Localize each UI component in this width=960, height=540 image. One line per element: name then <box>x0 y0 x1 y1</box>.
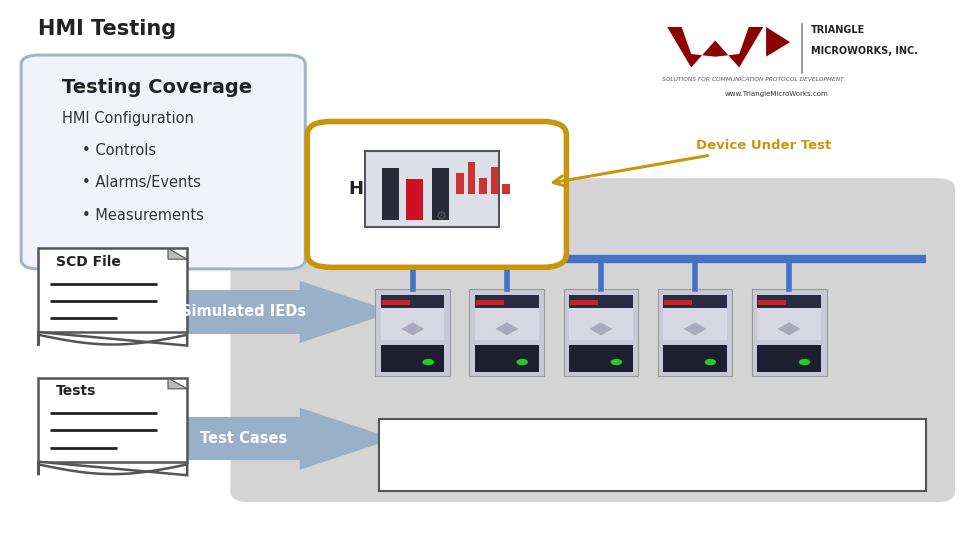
Polygon shape <box>684 322 707 335</box>
Bar <box>456 173 464 194</box>
Bar <box>663 308 727 340</box>
Bar <box>663 295 727 316</box>
Circle shape <box>705 359 716 365</box>
Bar <box>381 308 444 340</box>
Text: • Controls: • Controls <box>82 143 156 158</box>
Bar <box>757 295 821 316</box>
Polygon shape <box>38 332 187 346</box>
Circle shape <box>799 359 810 365</box>
Text: SCD File: SCD File <box>57 255 121 269</box>
Text: HMI Configuration: HMI Configuration <box>62 111 194 126</box>
Bar <box>569 308 633 340</box>
Bar <box>664 300 692 306</box>
Polygon shape <box>168 248 187 259</box>
Polygon shape <box>778 322 801 335</box>
Bar <box>758 300 786 306</box>
FancyBboxPatch shape <box>379 418 926 491</box>
FancyBboxPatch shape <box>375 288 450 376</box>
Bar <box>406 179 423 220</box>
Text: • Alarms/Events: • Alarms/Events <box>82 176 201 191</box>
Bar <box>569 295 633 316</box>
Bar <box>187 290 300 334</box>
Text: • Measurements: • Measurements <box>82 208 204 223</box>
FancyBboxPatch shape <box>38 378 187 462</box>
Polygon shape <box>300 408 394 470</box>
Text: ⚙: ⚙ <box>436 210 447 223</box>
FancyBboxPatch shape <box>38 248 187 332</box>
Text: MICROWORKS, INC.: MICROWORKS, INC. <box>811 46 918 56</box>
Text: Measurements: Measurements <box>672 429 770 442</box>
Circle shape <box>611 359 622 365</box>
Text: Alarm Events: Alarm Events <box>408 429 496 442</box>
Bar <box>475 295 539 316</box>
Polygon shape <box>667 27 763 68</box>
Bar <box>502 184 510 194</box>
Text: Statuses: Statuses <box>408 454 466 467</box>
Bar <box>187 417 300 461</box>
Polygon shape <box>589 322 612 335</box>
Bar <box>663 346 727 373</box>
Text: TRIANGLE: TRIANGLE <box>811 25 866 36</box>
Text: Simulated IEDs: Simulated IEDs <box>180 305 306 319</box>
Bar <box>432 168 449 220</box>
Bar <box>382 168 399 220</box>
Bar <box>382 300 410 306</box>
Bar <box>468 162 475 194</box>
Text: Device Under Test: Device Under Test <box>553 139 831 186</box>
Text: SOLUTIONS FOR COMMUNICATION PROTOCOL DEVELOPMENT: SOLUTIONS FOR COMMUNICATION PROTOCOL DEV… <box>662 77 844 82</box>
Bar <box>381 295 444 316</box>
Text: Testing Coverage: Testing Coverage <box>62 78 252 97</box>
Bar <box>757 308 821 340</box>
Bar <box>475 346 539 373</box>
Bar <box>479 178 487 194</box>
Text: Control Requests: Control Requests <box>672 454 785 467</box>
Polygon shape <box>401 322 424 335</box>
Bar <box>476 300 504 306</box>
FancyBboxPatch shape <box>365 151 499 227</box>
FancyBboxPatch shape <box>752 288 827 376</box>
Polygon shape <box>766 27 790 57</box>
Text: www.TriangleMicroWorks.com: www.TriangleMicroWorks.com <box>725 91 828 97</box>
FancyBboxPatch shape <box>230 178 955 502</box>
Text: HMI Testing: HMI Testing <box>38 19 177 39</box>
Polygon shape <box>495 322 518 335</box>
Bar <box>475 308 539 340</box>
FancyBboxPatch shape <box>658 288 732 376</box>
Polygon shape <box>168 378 187 389</box>
FancyBboxPatch shape <box>564 288 638 376</box>
Text: Tests: Tests <box>57 384 97 399</box>
Bar <box>381 346 444 373</box>
Bar <box>491 167 498 194</box>
Bar <box>570 300 598 306</box>
Circle shape <box>422 359 434 365</box>
FancyBboxPatch shape <box>469 288 544 376</box>
Bar <box>569 346 633 373</box>
Polygon shape <box>300 281 394 343</box>
FancyBboxPatch shape <box>21 55 305 269</box>
Circle shape <box>516 359 528 365</box>
Polygon shape <box>38 462 187 475</box>
Bar <box>757 346 821 373</box>
FancyBboxPatch shape <box>307 122 566 267</box>
Text: HMI: HMI <box>348 180 388 198</box>
Text: Test Cases: Test Cases <box>200 431 287 446</box>
